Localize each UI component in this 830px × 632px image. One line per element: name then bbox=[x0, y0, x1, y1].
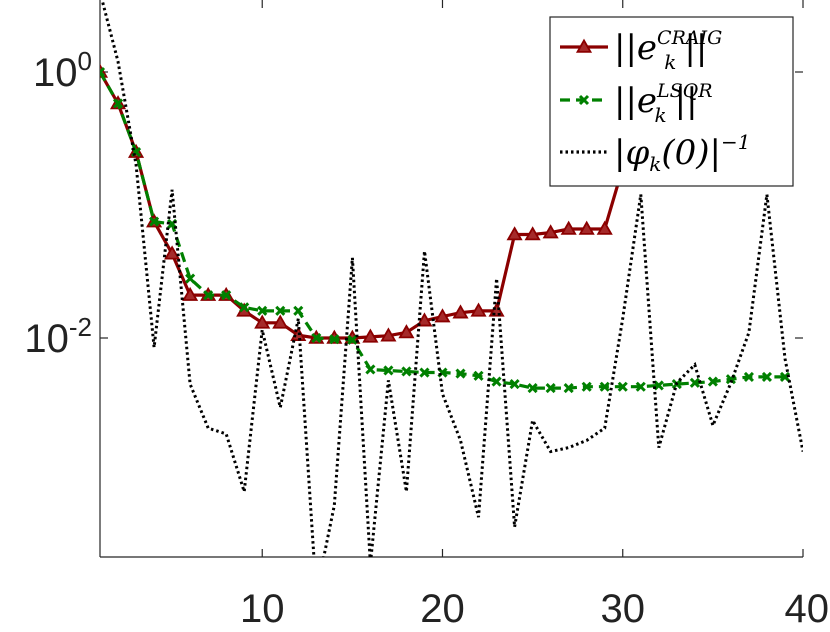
series-point-1 bbox=[509, 379, 520, 390]
series-point-1 bbox=[707, 376, 718, 387]
legend-box bbox=[549, 16, 794, 187]
series-point-1 bbox=[545, 383, 556, 394]
legend: ||eCRAIG k || ||eLSQR k |||φk(0)|−1 bbox=[549, 16, 794, 187]
series-point-1 bbox=[527, 383, 538, 394]
series-point-0 bbox=[434, 308, 451, 323]
series-layer bbox=[100, 0, 803, 557]
series-point-0 bbox=[506, 226, 523, 241]
series-point-1 bbox=[221, 290, 232, 301]
tick-labels: 10 20 30 40 100 10-2 bbox=[24, 46, 829, 631]
series-point-1 bbox=[491, 376, 502, 387]
series-point-0 bbox=[380, 327, 397, 342]
series-point-1 bbox=[599, 381, 610, 392]
legend-label-1: ||eLSQR k || bbox=[614, 80, 713, 127]
series-point-0 bbox=[470, 302, 487, 317]
series-point-1 bbox=[239, 302, 250, 313]
series-point-0 bbox=[182, 286, 199, 301]
series-point-1 bbox=[779, 371, 791, 382]
series-point-0 bbox=[164, 245, 181, 260]
series-point-0 bbox=[362, 328, 379, 343]
series-point-1 bbox=[383, 365, 394, 376]
series-point-1 bbox=[473, 370, 484, 381]
series-point-1 bbox=[419, 367, 430, 378]
series-point-0 bbox=[524, 226, 541, 241]
series-point-1 bbox=[185, 273, 196, 284]
series-point-1 bbox=[581, 381, 592, 392]
series-point-1 bbox=[329, 334, 340, 345]
series-point-1 bbox=[257, 305, 268, 316]
series-point-1 bbox=[100, 66, 106, 78]
series-point-0 bbox=[416, 312, 433, 327]
series-point-1 bbox=[311, 332, 322, 344]
series-point-1 bbox=[635, 381, 646, 392]
series-point-1 bbox=[365, 364, 376, 375]
series-point-1 bbox=[743, 371, 754, 382]
series-point-1 bbox=[563, 383, 574, 394]
series-point-1 bbox=[401, 366, 412, 377]
x-tick-label: 40 bbox=[785, 587, 830, 631]
y-tick-label: 100 bbox=[33, 46, 92, 95]
series-point-0 bbox=[560, 220, 577, 235]
y-tick-label: 10-2 bbox=[24, 312, 92, 361]
series-point-0 bbox=[578, 220, 595, 235]
series-point-0 bbox=[542, 224, 559, 239]
x-tick-label: 10 bbox=[240, 587, 285, 631]
series-point-0 bbox=[596, 220, 613, 235]
x-tick-label: 20 bbox=[420, 587, 465, 631]
series-point-0 bbox=[272, 314, 289, 329]
legend-marker-0 bbox=[575, 38, 593, 53]
series-point-1 bbox=[617, 381, 628, 392]
legend-marker-1 bbox=[578, 94, 590, 106]
series-point-0 bbox=[398, 324, 415, 339]
series-point-1 bbox=[455, 368, 466, 379]
series-point-0 bbox=[452, 304, 469, 319]
series-point-1 bbox=[275, 305, 286, 316]
legend-label-0: ||eCRAIG k || bbox=[614, 27, 722, 74]
series-point-1 bbox=[761, 371, 773, 382]
legend-label-2: |φk(0)|−1 bbox=[614, 130, 751, 176]
series-point-1 bbox=[293, 305, 304, 316]
series-point-0 bbox=[254, 314, 271, 329]
series-point-1 bbox=[689, 377, 700, 388]
series-point-1 bbox=[203, 290, 214, 301]
x-tick-label: 30 bbox=[600, 587, 645, 631]
series-point-1 bbox=[112, 98, 124, 109]
series-line-2 bbox=[100, 0, 803, 557]
series-point-1 bbox=[347, 334, 358, 345]
series-point-1 bbox=[653, 380, 664, 391]
series-point-1 bbox=[149, 216, 160, 227]
